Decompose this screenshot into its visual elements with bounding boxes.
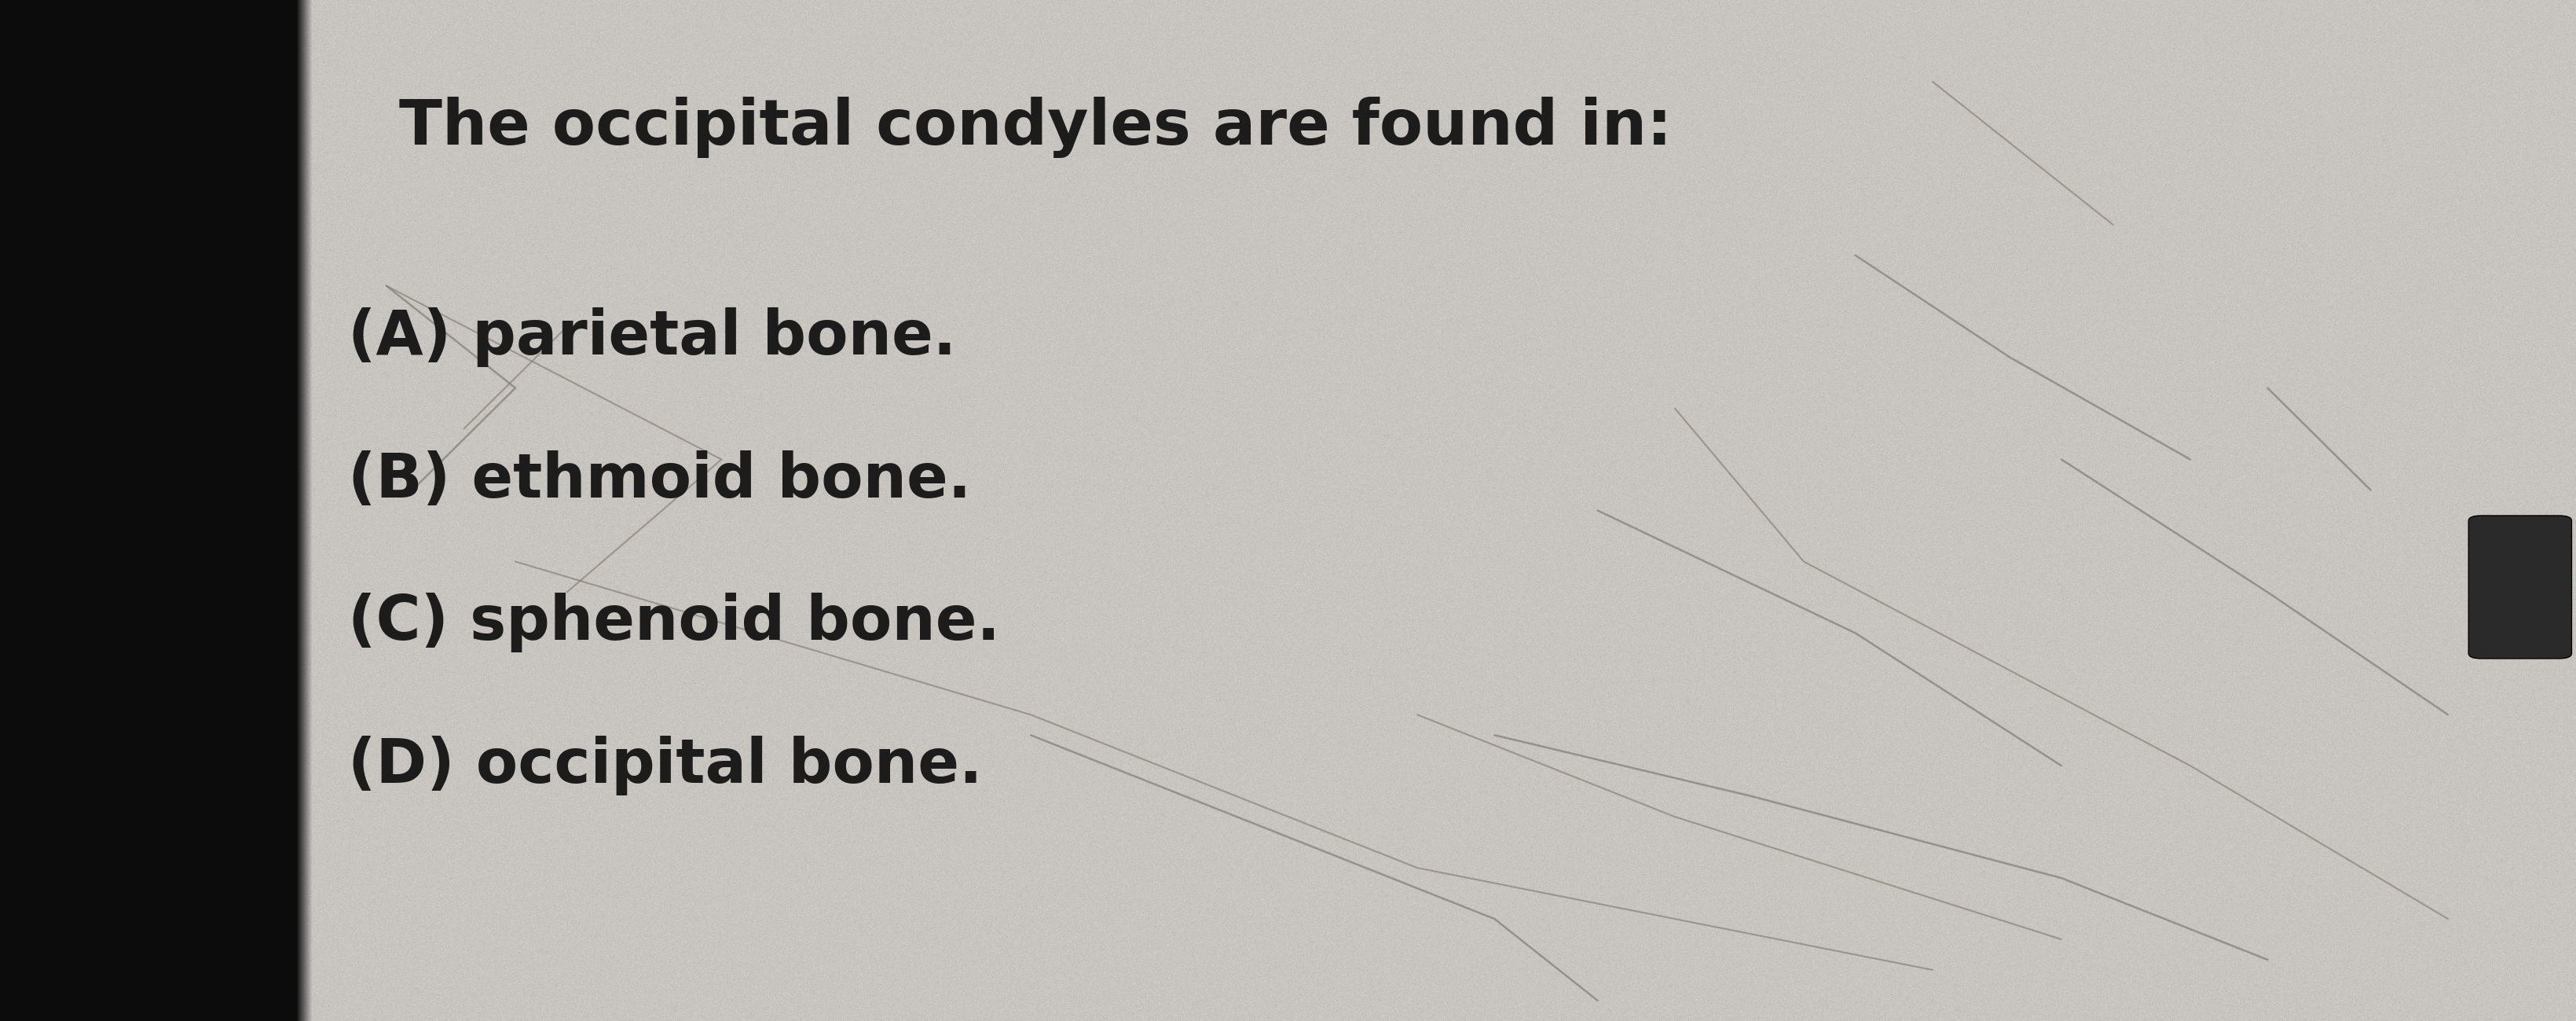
- Text: (B) ethmoid bone.: (B) ethmoid bone.: [348, 450, 971, 509]
- Text: (C) sphenoid bone.: (C) sphenoid bone.: [348, 593, 999, 652]
- Text: (D) occipital bone.: (D) occipital bone.: [348, 736, 981, 795]
- FancyBboxPatch shape: [2468, 516, 2571, 659]
- Text: (A) parietal bone.: (A) parietal bone.: [348, 307, 956, 367]
- Text: The occipital condyles are found in:: The occipital condyles are found in:: [399, 97, 1672, 158]
